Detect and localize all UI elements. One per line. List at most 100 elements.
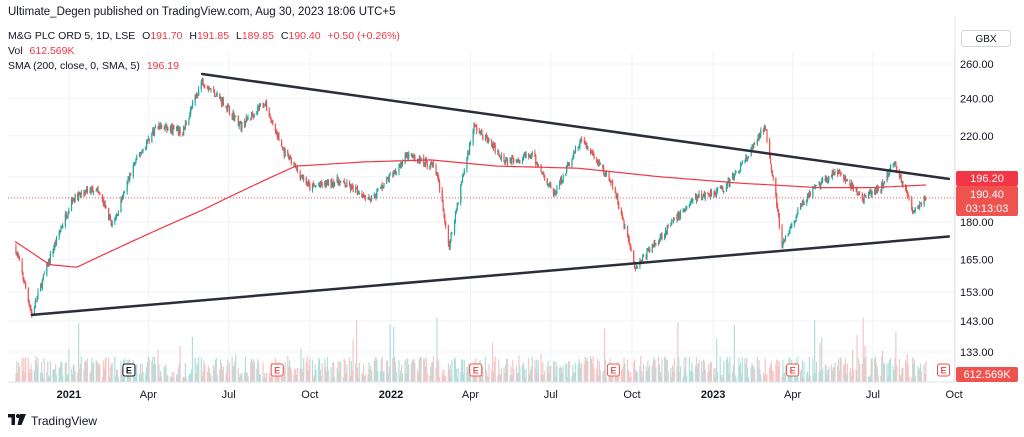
candle-body (726, 181, 728, 186)
volume-bar (398, 360, 400, 382)
earnings-event-2[interactable]: E (270, 363, 284, 377)
volume-bar (70, 368, 73, 382)
volume-bar (867, 376, 870, 382)
candle-body (190, 108, 192, 114)
candle-body (838, 170, 840, 174)
volume-bar (537, 360, 540, 382)
sma-label[interactable]: SMA (200, close, 0, SMA, 5) (8, 60, 140, 72)
candle-body (863, 194, 865, 203)
candle-body (806, 200, 808, 204)
earnings-event-3[interactable]: E (469, 363, 483, 377)
candle-body (698, 193, 700, 198)
candle-body (208, 88, 210, 90)
candle-body (771, 170, 773, 176)
candle-body (770, 164, 773, 171)
candle-body (889, 165, 892, 170)
candle-body (734, 172, 736, 175)
volume-bar (839, 357, 841, 382)
volume-bar (710, 361, 713, 382)
volume-bar (484, 357, 487, 382)
candle-body (146, 139, 149, 142)
price-tick-label: 180.00 (960, 217, 994, 229)
volume-bar (863, 357, 865, 382)
candle-body (36, 296, 38, 302)
volume-bar (380, 359, 382, 382)
candle-body (420, 157, 422, 162)
candle-body (624, 226, 626, 228)
currency-button[interactable]: GBX (961, 30, 1011, 47)
candle-body (912, 209, 914, 214)
volume-bar (512, 360, 514, 382)
trendline-lower[interactable] (30, 235, 951, 317)
volume-bar (781, 376, 783, 382)
volume-bar (336, 368, 338, 382)
earnings-event-4[interactable]: E (606, 363, 620, 377)
volume-label[interactable]: Vol (8, 45, 23, 57)
volume-bar (492, 371, 495, 382)
candle-body (349, 186, 352, 190)
candle-body (447, 226, 450, 244)
volume-bar (634, 359, 636, 382)
candle-body (540, 164, 542, 173)
candle-body (271, 120, 273, 121)
candle-body (524, 154, 526, 157)
tradingview-branding[interactable]: TradingView (8, 414, 97, 428)
volume-bar (904, 359, 907, 382)
candle-body (883, 181, 885, 184)
candle-body (79, 194, 81, 196)
candle-body (179, 127, 181, 134)
candle-body (919, 202, 922, 204)
volume-bar (48, 377, 51, 382)
volume-bar (299, 368, 301, 382)
candle-body (169, 127, 171, 131)
volume-bar (318, 359, 321, 382)
candle-body (746, 156, 748, 160)
volume-bar (463, 360, 465, 382)
candle-body (908, 196, 910, 198)
candle-body (803, 203, 805, 206)
candle-body (344, 183, 346, 187)
volume-bar (29, 372, 31, 382)
candle-body (714, 191, 716, 194)
volume-bar (809, 375, 811, 382)
earnings-event-5[interactable]: E (786, 363, 800, 377)
volume-bar (824, 365, 826, 382)
candle-body (461, 182, 463, 185)
volume-bar (641, 377, 644, 382)
candle-body (902, 181, 904, 186)
candle-body (437, 172, 439, 178)
volume-bar (363, 364, 365, 382)
earnings-event-1[interactable]: E (122, 363, 136, 377)
volume-bar (704, 369, 706, 382)
candle-body (486, 137, 488, 143)
candle-body (339, 181, 341, 186)
candle-body (321, 184, 323, 186)
volume-bar (418, 358, 420, 382)
earnings-event-6[interactable]: E (937, 363, 951, 377)
candle-body (314, 186, 316, 187)
volume-bar (351, 370, 353, 382)
candle-body (604, 174, 607, 176)
candle-body (461, 175, 464, 183)
candle-body (797, 209, 799, 215)
volume-bar (25, 358, 27, 382)
candle-body (37, 291, 39, 297)
candle-body (290, 157, 292, 164)
volume-bar (620, 370, 622, 382)
volume-bar (246, 372, 248, 382)
volume-bar (543, 374, 545, 382)
volume-bar (776, 359, 778, 382)
volume-bar (369, 369, 371, 382)
volume-bar (382, 372, 384, 382)
candle-body (401, 162, 403, 166)
earnings-letter: E (274, 366, 280, 376)
time-axis[interactable]: 2021 Apr Jul Oct 2022 Apr Jul Oct 2023 Apr Jul Oct (8, 381, 963, 401)
volume-bar (735, 377, 737, 382)
volume-bar (629, 371, 631, 382)
candle-body (436, 172, 438, 175)
trendline-upper[interactable] (200, 72, 951, 181)
symbol-name[interactable]: M&G PLC ORD 5, 1D, LSE (8, 30, 136, 42)
candle-body (326, 179, 329, 183)
